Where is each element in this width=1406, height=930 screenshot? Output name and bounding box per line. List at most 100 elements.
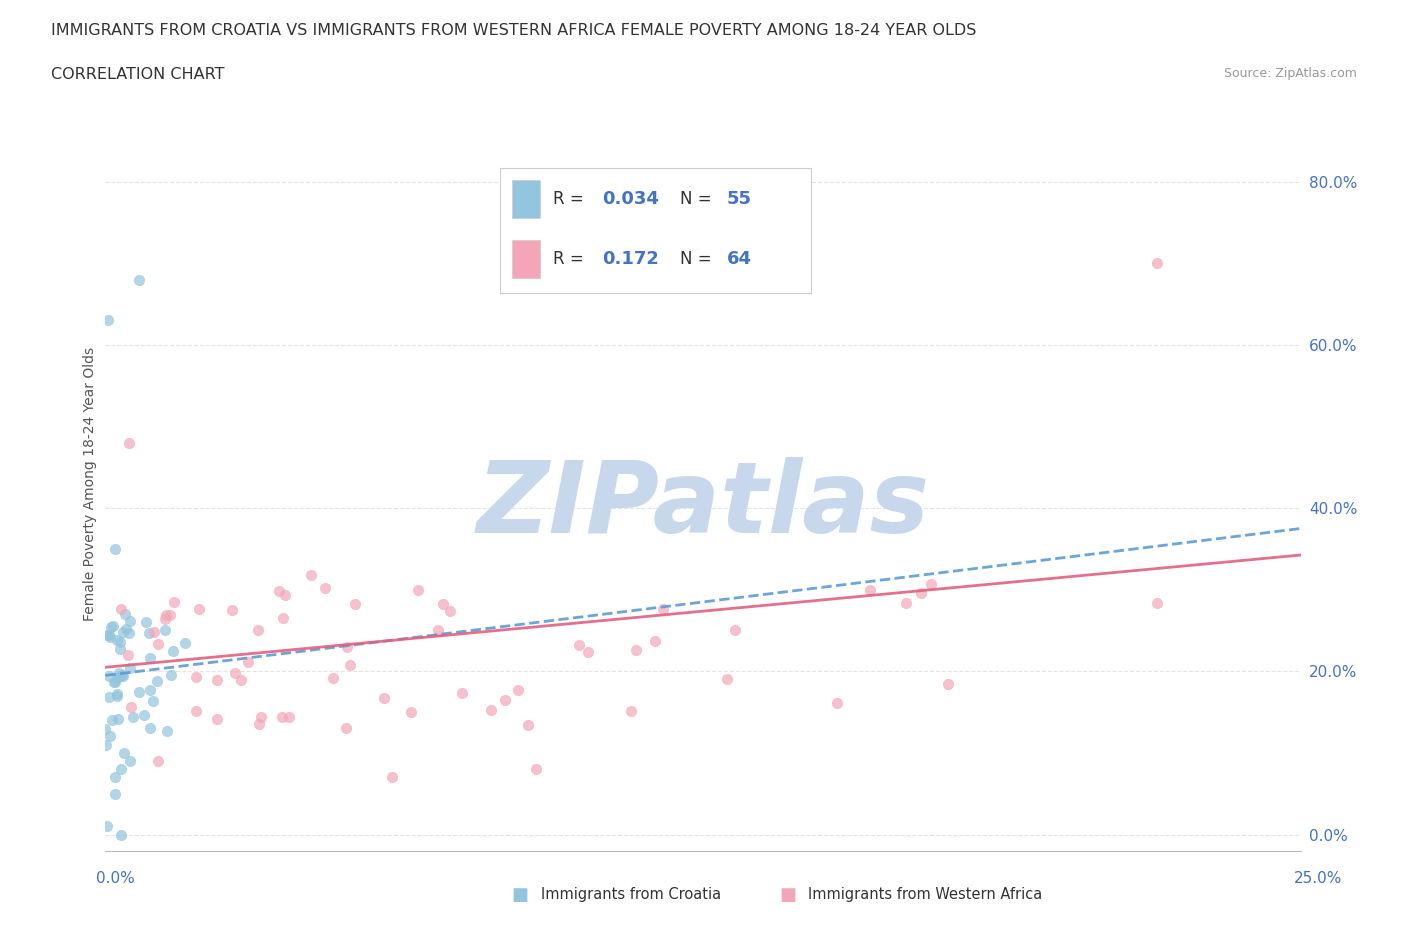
Point (96, 628, 118, 643)
Point (118, 435, 141, 450)
Point (163, 594, 186, 609)
Point (100, 619, 122, 634)
Point (138, 651, 160, 666)
Point (110, 827, 132, 842)
Point (101, 618, 124, 633)
Point (494, 692, 516, 707)
Point (105, 632, 128, 647)
Point (148, 753, 170, 768)
Point (1146, 596, 1168, 611)
Text: ■: ■ (779, 885, 796, 904)
Text: 25.0%: 25.0% (1295, 871, 1343, 886)
Point (138, 625, 160, 640)
Point (96, 819, 118, 834)
Point (111, 668, 134, 683)
Point (98, 728, 121, 743)
Point (859, 582, 882, 597)
Point (335, 720, 357, 735)
Point (94, 737, 117, 752)
Y-axis label: Female Poverty Among 18-24 Year Olds: Female Poverty Among 18-24 Year Olds (83, 347, 97, 620)
Point (524, 762, 547, 777)
Point (825, 696, 848, 711)
Point (336, 640, 359, 655)
Point (142, 624, 165, 639)
Point (246, 622, 269, 637)
Point (373, 690, 395, 705)
Point (120, 613, 142, 628)
Point (111, 669, 134, 684)
Point (118, 753, 141, 768)
Point (322, 671, 344, 685)
Point (481, 702, 503, 717)
Point (224, 666, 246, 681)
Point (112, 746, 135, 761)
Point (517, 717, 540, 732)
Point (105, 689, 128, 704)
Point (104, 674, 127, 689)
Point (1146, 256, 1168, 271)
Point (155, 611, 177, 626)
Point (576, 644, 599, 659)
Point (128, 272, 150, 287)
Text: ■: ■ (512, 885, 529, 904)
Point (142, 693, 165, 708)
Point (184, 670, 207, 684)
Point (205, 711, 228, 726)
Text: 0.0%: 0.0% (96, 871, 135, 886)
Point (938, 676, 960, 691)
Point (139, 720, 162, 735)
Point (117, 648, 139, 663)
Point (155, 623, 177, 638)
Point (432, 596, 454, 611)
Point (110, 602, 132, 617)
Point (506, 683, 529, 698)
Text: IMMIGRANTS FROM CROATIA VS IMMIGRANTS FROM WESTERN AFRICA FEMALE POVERTY AMONG 1: IMMIGRANTS FROM CROATIA VS IMMIGRANTS FR… (51, 23, 976, 38)
Text: Immigrants from Croatia: Immigrants from Croatia (541, 887, 721, 902)
Point (339, 658, 361, 672)
Point (98, 628, 121, 643)
Point (120, 661, 142, 676)
Point (146, 673, 169, 688)
Point (160, 667, 183, 682)
Point (221, 603, 243, 618)
Point (270, 710, 292, 724)
Point (247, 716, 270, 731)
Point (121, 710, 143, 724)
Point (249, 710, 271, 724)
Point (115, 622, 138, 637)
Point (273, 587, 295, 602)
Point (104, 770, 127, 785)
Point (188, 602, 211, 617)
Point (278, 709, 301, 724)
Point (148, 637, 170, 652)
Point (107, 711, 129, 726)
Point (156, 724, 179, 738)
Point (104, 541, 127, 556)
Point (98, 690, 121, 705)
Point (105, 671, 128, 685)
Point (231, 672, 253, 687)
Point (110, 762, 132, 777)
Point (159, 608, 181, 623)
Point (139, 683, 162, 698)
Point (269, 583, 291, 598)
Text: CORRELATION CHART: CORRELATION CHART (51, 67, 224, 82)
Point (451, 685, 474, 700)
Point (644, 634, 666, 649)
Point (104, 787, 127, 802)
Point (344, 597, 367, 612)
Point (108, 666, 131, 681)
Point (108, 634, 131, 649)
Point (651, 602, 673, 617)
Text: ZIPatlas: ZIPatlas (477, 458, 929, 554)
Point (426, 622, 449, 637)
Point (128, 684, 150, 699)
Point (111, 625, 134, 640)
Point (401, 704, 423, 719)
Point (132, 708, 155, 723)
Point (920, 577, 942, 591)
Point (381, 770, 404, 785)
Point (910, 586, 932, 601)
Point (98, 630, 121, 644)
Point (406, 582, 429, 597)
